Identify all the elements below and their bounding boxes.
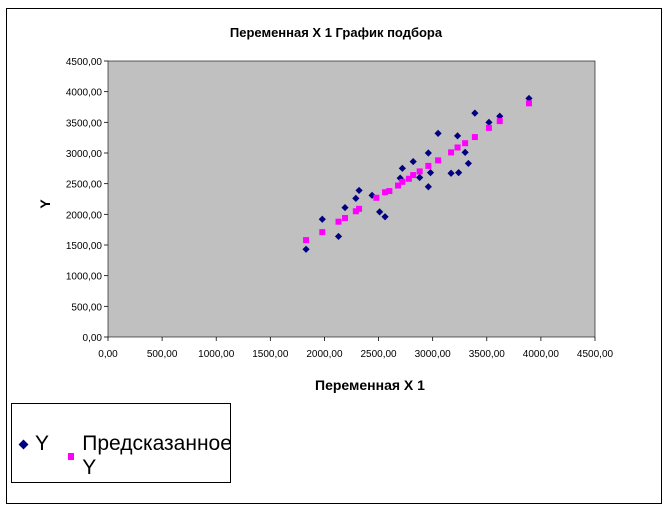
- predicted-y-data-point: [382, 189, 389, 196]
- x-axis-title: Переменная X 1: [315, 377, 425, 393]
- y-data-point: [368, 191, 376, 199]
- x-tick-label: 2000,00: [306, 349, 343, 360]
- y-data-point: [409, 157, 417, 166]
- predicted-y-data-point: [425, 162, 432, 169]
- legend-item-y: Y: [18, 432, 50, 456]
- legend-label-predicted-y: Предсказанное Y: [82, 432, 232, 479]
- x-tick-label: 3500,00: [469, 349, 506, 360]
- x-tick-label: 1000,00: [198, 349, 235, 360]
- x-tick-label: 500,00: [147, 349, 178, 360]
- predicted-y-data-point: [435, 157, 442, 164]
- y-data-point: [464, 159, 472, 168]
- y-tick-label: 2500,00: [66, 180, 103, 191]
- y-data-point: [525, 94, 533, 103]
- y-data-point: [424, 149, 432, 157]
- predicted-y-data-point: [352, 208, 359, 215]
- x-tick-label: 1500,00: [252, 349, 289, 360]
- y-data-point: [302, 245, 310, 253]
- y-data-point: [496, 112, 504, 120]
- y-tick-label: 3000,00: [66, 149, 103, 160]
- legend-label-y: Y: [35, 432, 50, 455]
- y-data-point: [461, 148, 469, 156]
- legend-item-predicted-y: Предсказанное Y: [68, 432, 233, 480]
- y-data-point: [341, 203, 349, 212]
- y-data-point: [416, 173, 424, 182]
- chart-title: Переменная X 1 График подбора: [230, 25, 443, 40]
- predicted-y-data-point: [405, 175, 412, 182]
- x-axis: 0,00 500,00 1000,00 1500,00 2000,00 2500,00 30…: [98, 337, 614, 360]
- chart-legend: Y Предсказанное Y: [11, 403, 233, 483]
- y-axis-title: Y: [37, 199, 53, 209]
- predicted-y-data-point: [462, 140, 469, 147]
- predicted-y-data-point: [448, 149, 455, 156]
- diamond-marker-icon: [18, 439, 29, 449]
- predicted-y-data-point: [485, 124, 492, 131]
- predicted-y-data-point: [454, 144, 461, 151]
- y-tick-label: 4000,00: [66, 88, 103, 99]
- y-tick-label: 2000,00: [66, 210, 103, 221]
- y-data-point: [334, 232, 343, 241]
- y-data-point: [434, 129, 442, 137]
- x-tick-label: 2500,00: [360, 349, 397, 360]
- predicted-y-data-point: [335, 218, 342, 225]
- predicted-y-data-point: [496, 118, 503, 125]
- y-data-point: [426, 169, 435, 177]
- y-data-point: [424, 183, 432, 191]
- y-tick-label: 4500,00: [66, 57, 103, 68]
- y-data-point: [455, 169, 463, 177]
- y-data-point: [453, 132, 462, 140]
- y-data-point: [355, 186, 363, 195]
- predicted-y-data-point: [416, 168, 423, 175]
- y-tick-label: 3500,00: [66, 118, 103, 129]
- predicted-y-data-point: [525, 100, 532, 107]
- y-data-point: [398, 164, 406, 172]
- x-tick-label: 3000,00: [415, 349, 452, 360]
- predicted-y-data-point: [342, 215, 349, 222]
- y-data-point: [471, 109, 479, 117]
- predicted-y-data-point: [303, 237, 310, 244]
- y-data-point: [381, 213, 389, 221]
- predicted-y-data-point: [399, 178, 406, 185]
- x-tick-label: 0,00: [98, 349, 118, 360]
- x-tick-label: 4000,00: [523, 349, 560, 360]
- x-tick-label: 4500,00: [577, 349, 614, 360]
- y-tick-label: 500,00: [71, 302, 102, 313]
- predicted-y-data-point: [356, 205, 363, 212]
- predicted-y-data-point: [373, 194, 380, 201]
- predicted-y-data-point: [471, 134, 478, 141]
- y-data-point: [447, 169, 455, 177]
- y-data-point: [352, 194, 360, 202]
- y-data-point: [318, 215, 326, 223]
- predicted-y-data-point: [395, 182, 402, 189]
- plot-area: [107, 60, 596, 338]
- y-axis: 0,00 500,00 1000,00 1500,00 2000,00 2500,00 30…: [66, 57, 108, 344]
- y-tick-label: 1500,00: [66, 241, 103, 252]
- y-tick-label: 0,00: [83, 333, 103, 344]
- predicted-y-data-point: [319, 229, 326, 236]
- square-marker-icon: [68, 452, 75, 460]
- predicted-y-data-point: [386, 188, 393, 195]
- data-points: [302, 94, 533, 253]
- y-data-point: [376, 208, 384, 216]
- y-tick-label: 1000,00: [66, 272, 103, 283]
- y-data-point: [485, 118, 493, 126]
- predicted-y-data-point: [410, 172, 417, 179]
